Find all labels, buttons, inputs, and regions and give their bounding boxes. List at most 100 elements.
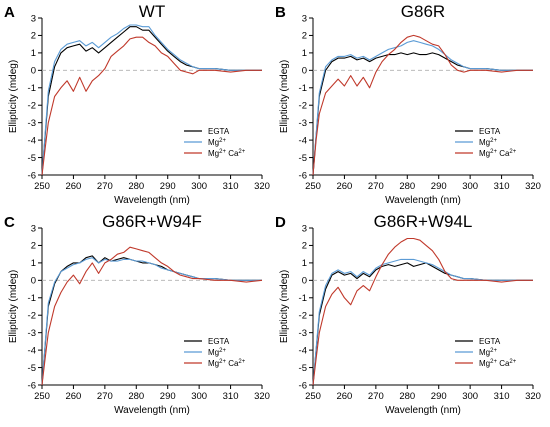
x-tick-label: 260 [336, 181, 352, 192]
legend-text-part: 2+ [238, 149, 245, 155]
legend-text-part: Mg [479, 138, 490, 147]
x-tick-label: 310 [494, 181, 510, 192]
legend-text-part: 2+ [490, 138, 497, 144]
series-line-3 [41, 36, 262, 176]
x-tick-label: 250 [34, 181, 50, 192]
y-tick-label: -5 [28, 363, 36, 374]
y-tick-label: -6 [299, 170, 307, 181]
series-line-2 [312, 40, 533, 176]
y-tick-label: -6 [28, 170, 36, 181]
y-tick-label: 3 [302, 223, 307, 234]
x-axis-label: Wavelength (nm) [114, 195, 190, 206]
x-tick-label: 310 [223, 391, 239, 402]
legend-entry: EGTA [479, 337, 501, 346]
x-tick-label: 300 [462, 391, 478, 402]
y-tick-label: -5 [299, 153, 307, 164]
y-tick-label: 3 [31, 223, 36, 234]
legend-text-part: EGTA [208, 127, 230, 136]
x-tick-label: 290 [160, 181, 176, 192]
x-tick-label: 250 [305, 181, 321, 192]
y-tick-label: -3 [28, 118, 36, 129]
x-axis-label: Wavelength (nm) [385, 405, 461, 416]
y-axis-label: Ellipticity (mdeg) [8, 270, 19, 343]
y-tick-label: -1 [299, 83, 307, 94]
legend-text-part: 2+ [219, 138, 226, 144]
x-tick-label: 250 [34, 391, 50, 402]
x-tick-label: 290 [431, 391, 447, 402]
y-tick-label: -1 [299, 293, 307, 304]
y-tick-label: 0 [302, 276, 307, 287]
y-tick-label: 0 [31, 276, 36, 287]
legend-entry: Mg2+ Ca2+ [208, 149, 246, 158]
x-tick-label: 310 [494, 391, 510, 402]
y-tick-label: -4 [28, 345, 36, 356]
panel-letter: B [275, 4, 286, 21]
panel-letter: C [4, 214, 15, 231]
y-axis-label: Ellipticity (mdeg) [8, 60, 19, 133]
legend-text-part: Ca [226, 359, 239, 368]
legend-text-part: Mg [208, 348, 219, 357]
legend-text-part: Mg [208, 359, 219, 368]
panel-title: WT [139, 2, 165, 21]
legend-entry: Mg2+ [479, 138, 497, 147]
y-tick-label: 3 [302, 13, 307, 24]
series-line-2 [312, 258, 533, 386]
legend-entry: Mg2+ Ca2+ [208, 359, 246, 368]
series-line-3 [312, 237, 533, 386]
legend-text-part: Mg [208, 138, 219, 147]
legend-entry: Mg2+ [208, 138, 226, 147]
legend-text-part: 2+ [219, 149, 226, 155]
y-tick-label: -4 [28, 135, 36, 146]
y-tick-label: -2 [299, 101, 307, 112]
y-tick-label: -3 [299, 118, 307, 129]
y-tick-label: -5 [28, 153, 36, 164]
series-line-3 [312, 34, 533, 176]
x-tick-label: 280 [399, 391, 415, 402]
y-tick-label: -2 [28, 101, 36, 112]
y-tick-label: -6 [28, 380, 36, 391]
x-tick-label: 290 [431, 181, 447, 192]
panel-letter: A [4, 4, 15, 21]
x-tick-label: 260 [65, 391, 81, 402]
y-tick-label: -3 [299, 328, 307, 339]
x-axis-label: Wavelength (nm) [385, 195, 461, 206]
legend-text-part: Mg [208, 149, 219, 158]
x-tick-label: 270 [368, 391, 384, 402]
y-tick-label: 1 [302, 258, 307, 269]
legend-text-part: 2+ [219, 359, 226, 365]
x-tick-label: 290 [160, 391, 176, 402]
y-tick-label: -2 [28, 311, 36, 322]
legend-text-part: 2+ [490, 359, 497, 365]
y-tick-label: -6 [299, 380, 307, 391]
panel-C: -6 -5 -4 -3 -2 -1 0 1 2 3 250 260 270 280 290 300 310 320… [4, 212, 270, 416]
x-tick-label: 300 [191, 391, 207, 402]
x-tick-label: 300 [462, 181, 478, 192]
legend-entry: EGTA [208, 337, 230, 346]
legend-text-part: 2+ [490, 149, 497, 155]
x-tick-label: 280 [399, 181, 415, 192]
legend-text-part: Mg [479, 359, 490, 368]
legend-entry: Mg2+ [479, 348, 497, 357]
y-tick-label: 1 [302, 48, 307, 59]
x-tick-label: 270 [97, 181, 113, 192]
legend-entry: Mg2+ [208, 348, 226, 357]
legend-entry: EGTA [208, 127, 230, 136]
y-tick-label: 1 [31, 258, 36, 269]
y-tick-label: 2 [302, 241, 307, 252]
legend-text-part: EGTA [479, 127, 501, 136]
legend-text-part: 2+ [490, 348, 497, 354]
y-tick-label: 0 [31, 66, 36, 77]
y-tick-label: 3 [31, 13, 36, 24]
panel-title: G86R+W94L [374, 212, 473, 231]
y-tick-label: 2 [302, 31, 307, 42]
y-tick-label: -3 [28, 328, 36, 339]
legend-entry: Mg2+ Ca2+ [479, 359, 517, 368]
legend-text-part: Mg [479, 149, 490, 158]
legend-text-part: 2+ [219, 348, 226, 354]
y-axis-label: Ellipticity (mdeg) [279, 60, 290, 133]
y-tick-label: 2 [31, 241, 36, 252]
x-tick-label: 320 [525, 181, 541, 192]
x-tick-label: 260 [65, 181, 81, 192]
legend-text-part: 2+ [509, 359, 516, 365]
